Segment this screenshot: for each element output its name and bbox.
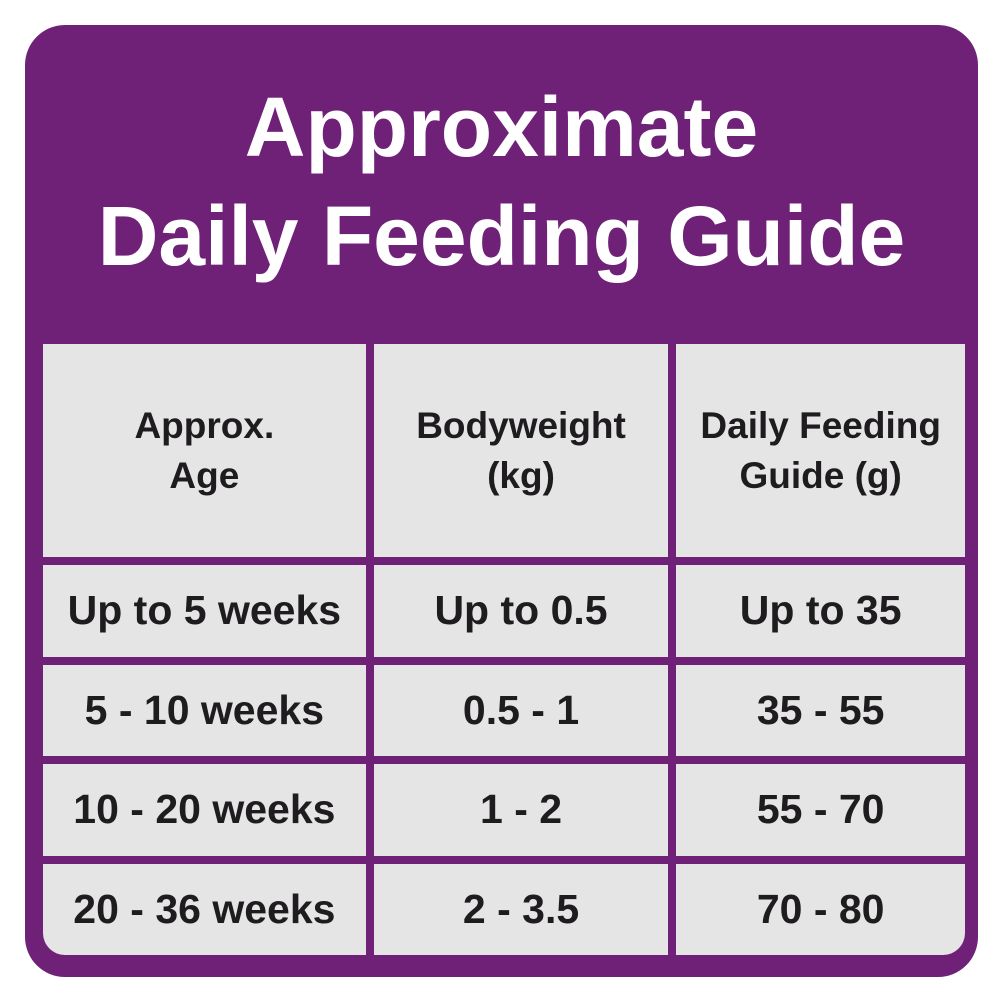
table-cell-feeding-row2: 35 - 55: [676, 664, 965, 756]
header-cell-approx-age: Approx. Age: [43, 344, 366, 557]
feeding-guide-card: Approximate Daily Feeding Guide Approx. …: [25, 25, 978, 977]
page-title: Approximate Daily Feeding Guide: [25, 73, 978, 291]
table-cell-bodyweight-row3: 1 - 2: [373, 764, 669, 856]
page-title-line1: Approximate: [244, 80, 759, 174]
table-cell-age-row3: 10 - 20 weeks: [43, 764, 366, 856]
header-cell-daily-feeding-guide: Daily Feeding Guide (g): [676, 344, 965, 557]
table-cell-feeding-row1: Up to 35: [676, 565, 965, 657]
table-cell-age-row2: 5 - 10 weeks: [43, 664, 366, 756]
table-cell-age-row4: 20 - 36 weeks: [43, 863, 366, 955]
page-title-line2: Daily Feeding Guide: [97, 189, 906, 284]
table-cell-bodyweight-row2: 0.5 - 1: [373, 664, 669, 756]
table-cell-feeding-row3: 55 - 70: [676, 764, 965, 856]
header-cell-bodyweight: Bodyweight (kg): [373, 344, 669, 557]
table-cell-age-row1: Up to 5 weeks: [43, 565, 366, 657]
table-cell-feeding-row4: 70 - 80: [676, 863, 965, 955]
feeding-guide-table: Approx. Age Bodyweight (kg) Daily Feedin…: [43, 344, 965, 955]
table-cell-bodyweight-row1: Up to 0.5: [373, 565, 669, 657]
table-cell-bodyweight-row4: 2 - 3.5: [373, 863, 669, 955]
